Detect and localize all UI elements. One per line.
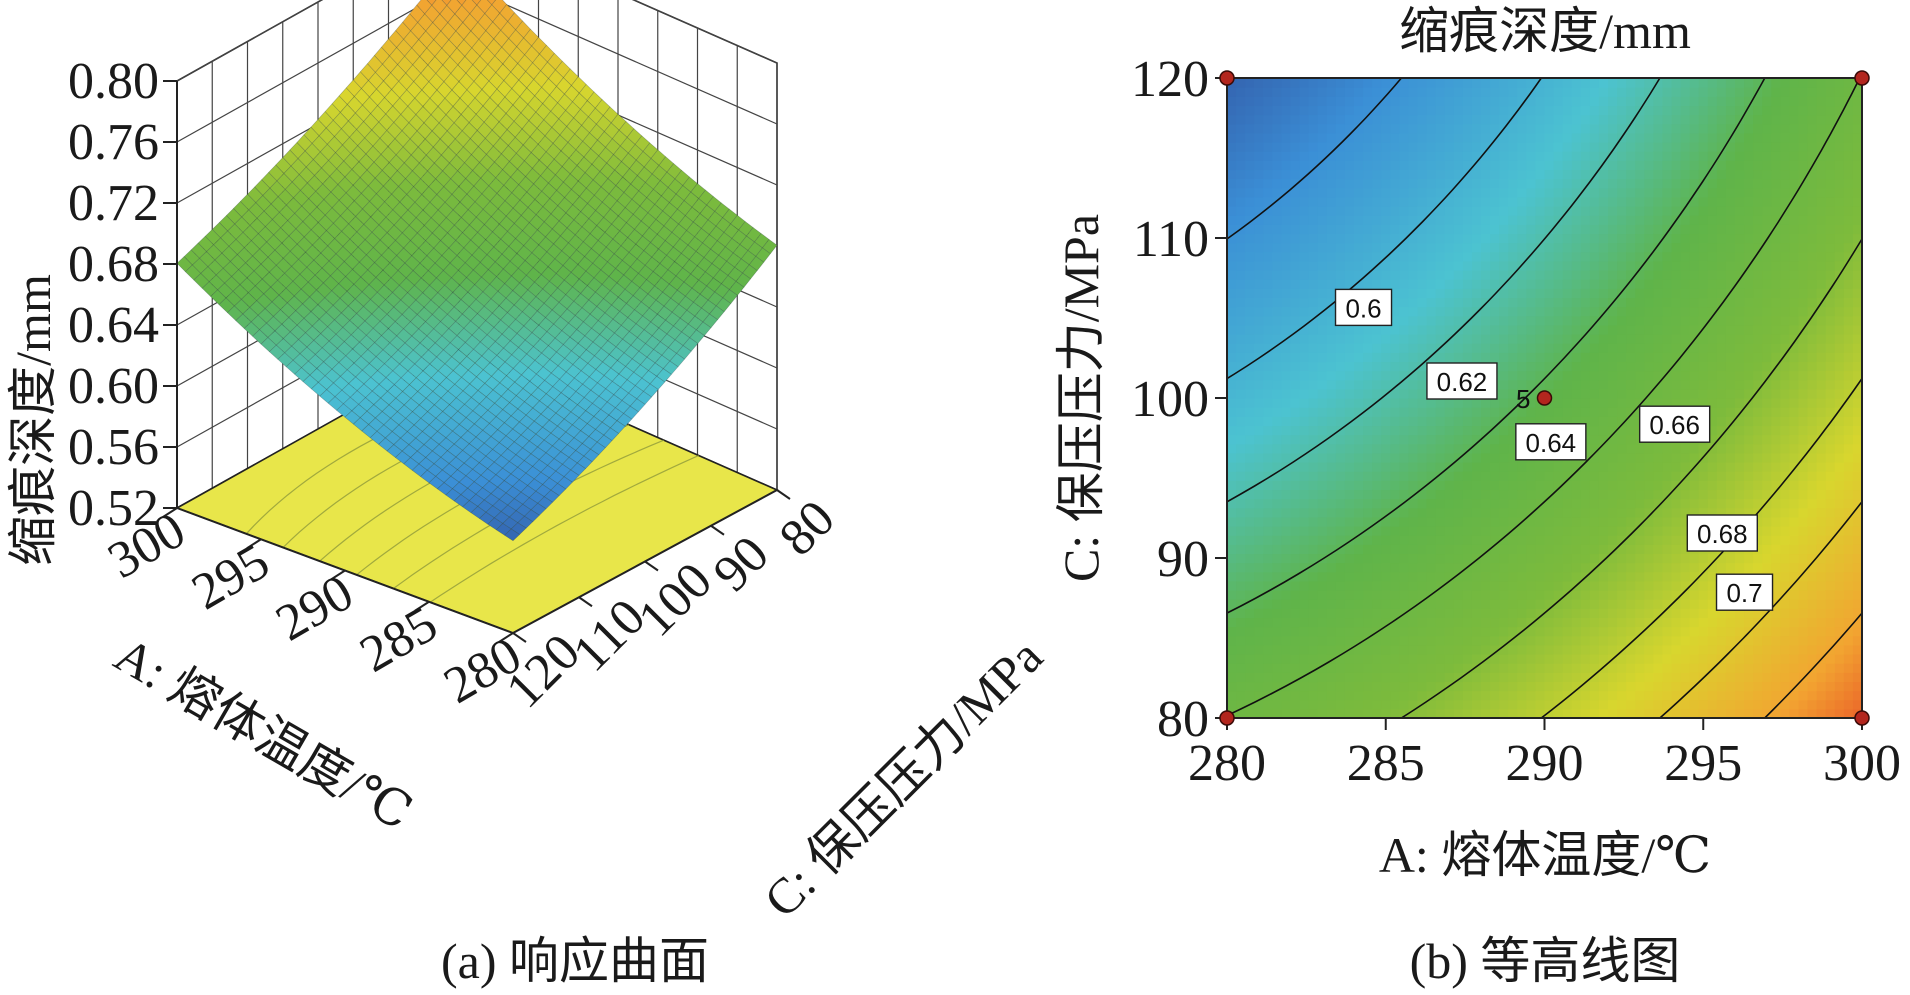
z-tick-label: 0.72 — [68, 175, 159, 232]
x-tick-label: 290 — [267, 564, 363, 652]
contour-labels: 0.6 0.62 0.64 0.66 0.68 0.7 — [1334, 288, 1774, 611]
design-points: 5 — [1219, 70, 1870, 726]
contour-level-label: 0.66 — [1638, 405, 1711, 443]
contour-x-axis-title: A: 熔体温度/℃ — [1379, 827, 1711, 883]
x-tick-label: 285 — [351, 595, 447, 683]
design-point-label: 5 — [1516, 384, 1530, 414]
z-tick-label: 0.80 — [68, 53, 159, 110]
contour-x-tick-label: 280 — [1188, 735, 1266, 792]
contour-y-tick-label: 120 — [1131, 51, 1209, 108]
contour-level-label: 0.7 — [1715, 573, 1774, 611]
contour-y-tick-label: 90 — [1157, 531, 1209, 588]
z-tick-label: 0.76 — [68, 114, 159, 171]
contour-y-tick-label: 110 — [1133, 211, 1209, 268]
z-axis-title: 缩痕深度/mm — [5, 274, 61, 566]
x-tick-mark — [414, 600, 430, 612]
y-tick-mark — [710, 524, 725, 536]
x-tick-label: 295 — [183, 533, 279, 621]
contour-title: 缩痕深度/mm — [1399, 3, 1691, 59]
contour-x-tick-label: 285 — [1347, 735, 1425, 792]
contour-y-axis-title: C: 保压压力/MPa — [1053, 214, 1109, 582]
panel-a-caption: (a) 响应曲面 — [441, 933, 709, 989]
design-point — [1219, 710, 1235, 726]
design-point — [1219, 70, 1235, 86]
x-tick-mark — [498, 632, 514, 643]
contour-y-tick-label: 80 — [1157, 691, 1209, 748]
z-tick-label: 0.68 — [68, 236, 159, 293]
contour-lines — [1227, 78, 1862, 718]
x-tick-mark — [246, 538, 262, 550]
y-tick-mark — [512, 632, 527, 643]
design-point — [1536, 390, 1553, 406]
y-axis-title: C: 保压压力/MPa — [753, 628, 1053, 928]
x-tick-mark — [330, 569, 346, 581]
contour-level-label: 0.64 — [1515, 423, 1587, 461]
x-tick-mark — [162, 507, 178, 518]
contour-x-tick-label: 290 — [1506, 735, 1584, 792]
contour-level-label: 0.6 — [1334, 288, 1393, 327]
contour-x-tick-label: 295 — [1664, 735, 1742, 792]
response-surface-panel: 0.520.560.600.640.680.720.760.8030029529… — [5, 0, 1053, 989]
z-tick-label: 0.64 — [68, 297, 159, 354]
design-point — [1854, 70, 1870, 86]
contour-x-tick-label: 300 — [1823, 735, 1901, 792]
contour-ticks: 280 285 290 295 300 80 90 100 110 120 — [1131, 51, 1901, 792]
y-tick-mark — [644, 560, 659, 572]
contour-y-tick-label: 100 — [1131, 371, 1209, 428]
response-surface — [176, 0, 778, 542]
y-tick-mark — [578, 596, 593, 608]
contour-level-label: 0.68 — [1686, 514, 1759, 552]
z-tick-label: 0.60 — [68, 358, 159, 415]
z-tick-label: 0.56 — [68, 419, 159, 476]
y-tick-label: 80 — [769, 490, 846, 567]
contour-level-label: 0.62 — [1426, 362, 1498, 400]
z-tick-label: 0.52 — [68, 480, 159, 537]
panel-b-caption: (b) 等高线图 — [1410, 933, 1681, 989]
contour-panel: 缩痕深度/mm 280 285 290 295 300 80 90 100 110 120 0.6… — [1053, 3, 1901, 989]
design-point — [1854, 710, 1870, 726]
y-tick-mark — [776, 489, 791, 500]
